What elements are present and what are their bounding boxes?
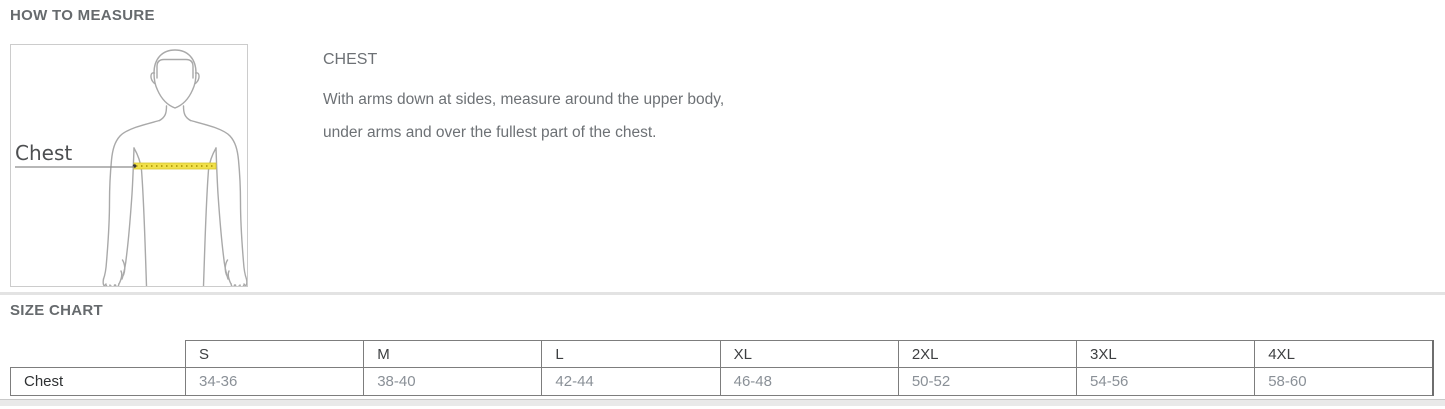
size-chart-title: SIZE CHART — [10, 302, 103, 319]
size-column-header: 2XL — [897, 340, 1078, 368]
figure-left-hand — [102, 259, 126, 286]
size-chart-table: S M L XL 2XL 3XL 4XL Chest 34-36 38-40 4… — [10, 340, 1435, 396]
chest-measurement-cell: 50-52 — [897, 367, 1078, 396]
instruction-line-2: under arms and over the fullest part of … — [323, 124, 657, 141]
chest-measurement-cell: 58-60 — [1254, 367, 1435, 396]
table-row: Chest 34-36 38-40 42-44 46-48 50-52 54-5… — [10, 367, 1435, 396]
body-figure-illustration: Chest — [15, 49, 247, 286]
figure-right-hand — [224, 259, 247, 286]
chest-measurement-cell: 34-36 — [184, 367, 365, 396]
instruction-line-1: With arms down at sides, measure around … — [323, 91, 725, 108]
chest-measurement-cell: 54-56 — [1076, 367, 1256, 396]
instruction-heading: CHEST — [323, 51, 378, 68]
figure-left-ear — [150, 72, 156, 85]
figure-head — [153, 49, 197, 109]
measurement-diagram: Chest — [10, 44, 248, 287]
figure-right-arm-inner — [215, 147, 229, 280]
size-column-header: 4XL — [1254, 340, 1435, 368]
figure-torso-right — [202, 147, 217, 286]
how-to-measure-title: HOW TO MEASURE — [10, 7, 155, 24]
figure-torso-left — [133, 147, 148, 286]
figure-neck-left — [158, 105, 168, 122]
size-column-header: 3XL — [1076, 340, 1256, 368]
size-chart-header-row: S M L XL 2XL 3XL 4XL — [10, 340, 1435, 368]
size-column-header: L — [541, 340, 721, 368]
chest-row-label: Chest — [10, 367, 186, 396]
size-column-header: XL — [719, 340, 899, 368]
section-divider — [0, 292, 1445, 295]
diagram-chest-label: Chest — [15, 141, 72, 165]
figure-right-arm-outer — [189, 119, 247, 280]
chest-measurement-cell: 38-40 — [363, 367, 543, 396]
measuring-instructions: CHEST With arms down at sides, measure a… — [323, 51, 883, 149]
corner-empty-cell — [10, 340, 186, 368]
chest-measurement-cell: 42-44 — [541, 367, 721, 396]
size-column-header: S — [184, 340, 365, 368]
figure-hair — [156, 58, 194, 79]
size-column-header: M — [363, 340, 543, 368]
figure-left-arm-outer — [102, 119, 161, 280]
chest-measurement-cell: 46-48 — [719, 367, 899, 396]
figure-right-ear — [194, 72, 200, 85]
bottom-divider — [0, 399, 1445, 406]
figure-neck-right — [182, 105, 192, 122]
